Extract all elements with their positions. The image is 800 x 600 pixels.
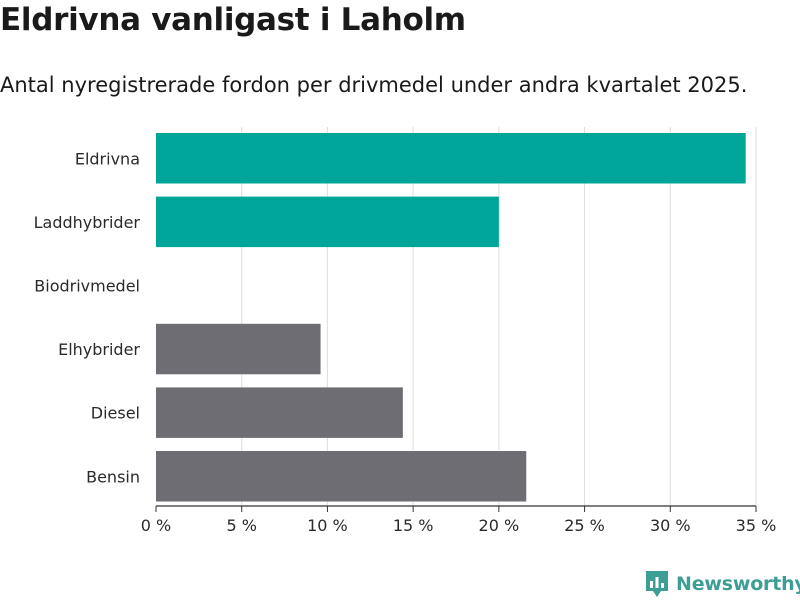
category-label: Laddhybrider — [34, 213, 141, 232]
x-tick-label: 30 % — [650, 516, 691, 535]
category-label: Biodrivmedel — [34, 276, 140, 295]
newsworthy-logo-icon — [646, 571, 668, 597]
bar — [156, 323, 321, 375]
category-label: Elhybrider — [58, 340, 140, 359]
bar — [156, 451, 527, 502]
x-tick-label: 5 % — [226, 516, 256, 535]
category-label: Eldrivna — [75, 149, 140, 168]
newsworthy-logo-text: Newsworthy — [676, 573, 800, 595]
category-label: Bensin — [86, 467, 140, 486]
x-tick-label: 20 % — [479, 516, 520, 535]
x-tick-label: 35 % — [736, 516, 777, 535]
x-tick-label: 0 % — [141, 516, 171, 535]
bar-chart: Eldrivna Laddhybrider Biodrivmedel Elhybrid… — [34, 127, 777, 535]
bar — [156, 196, 499, 248]
x-tick-label: 15 % — [393, 516, 434, 535]
x-tick-label: 10 % — [307, 516, 348, 535]
bar — [156, 133, 746, 184]
bar — [156, 387, 403, 438]
x-tick-label: 25 % — [564, 516, 605, 535]
newsworthy-logo: Newsworthy — [644, 569, 800, 599]
chart-title: Eldrivna vanligast i Laholm — [0, 2, 466, 38]
chart-subtitle: Antal nyregistrerade fordon per drivmede… — [0, 73, 748, 97]
category-label: Diesel — [91, 404, 140, 423]
